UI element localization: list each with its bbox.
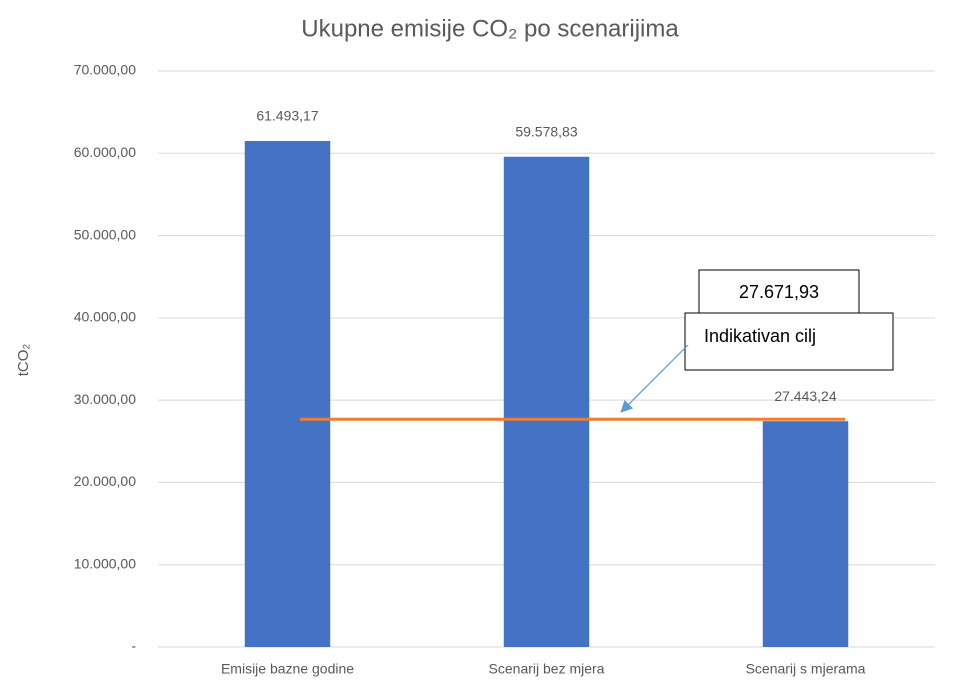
y-tick-label: 40.000,00 xyxy=(74,309,136,325)
bar xyxy=(244,140,331,647)
chart-title: Ukupne emisije CO₂ po scenarijima xyxy=(301,15,679,42)
value-label: 59.578,83 xyxy=(515,123,577,139)
bar xyxy=(503,156,590,647)
y-tick-label: 20.000,00 xyxy=(74,473,136,489)
x-tick-label: Scenarij bez mjera xyxy=(489,661,605,677)
target-name-box xyxy=(684,312,894,371)
target-value-label: 27.671,93 xyxy=(739,282,819,302)
y-tick-label: - xyxy=(131,638,136,654)
y-axis-label: tCO₂ xyxy=(15,344,32,377)
value-label: 61.493,17 xyxy=(256,108,318,124)
annotation-arrow xyxy=(620,344,689,413)
y-tick-label: 50.000,00 xyxy=(74,226,136,242)
x-tick-label: Scenarij s mjerama xyxy=(746,661,866,677)
y-tick-label: 60.000,00 xyxy=(74,144,136,160)
y-tick-label: 10.000,00 xyxy=(74,555,136,571)
x-tick-label: Emisije bazne godine xyxy=(221,661,354,677)
y-tick-label: 30.000,00 xyxy=(74,391,136,407)
target-value-box xyxy=(698,269,860,314)
bar xyxy=(762,421,849,647)
target-name-label: Indikativan cilj xyxy=(704,326,816,346)
y-tick-label: 70.000,00 xyxy=(74,62,136,78)
value-label: 27.443,24 xyxy=(774,388,836,404)
